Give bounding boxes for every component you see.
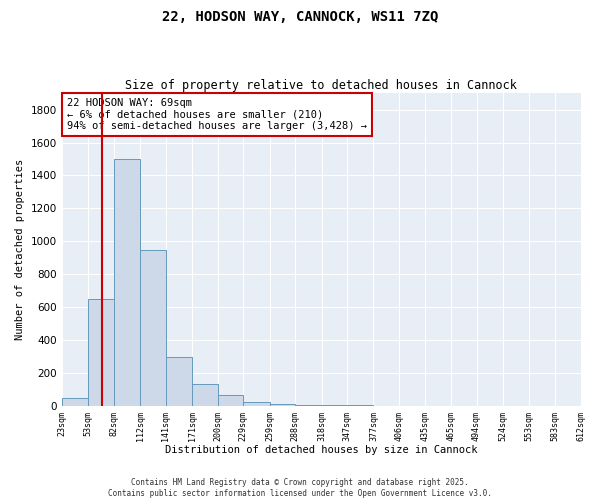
Bar xyxy=(166,358,192,406)
Title: Size of property relative to detached houses in Cannock: Size of property relative to detached ho… xyxy=(125,79,517,92)
Bar xyxy=(218,396,243,406)
Bar xyxy=(88,299,113,406)
Text: Contains HM Land Registry data © Crown copyright and database right 2025.
Contai: Contains HM Land Registry data © Crown c… xyxy=(108,478,492,498)
Bar xyxy=(192,384,218,406)
Bar xyxy=(243,402,269,406)
Y-axis label: Number of detached properties: Number of detached properties xyxy=(15,159,25,340)
Bar xyxy=(295,405,322,406)
Text: 22 HODSON WAY: 69sqm
← 6% of detached houses are smaller (210)
94% of semi-detac: 22 HODSON WAY: 69sqm ← 6% of detached ho… xyxy=(67,98,367,131)
Bar xyxy=(269,404,295,406)
Bar xyxy=(62,398,88,406)
X-axis label: Distribution of detached houses by size in Cannock: Distribution of detached houses by size … xyxy=(165,445,478,455)
Bar xyxy=(140,250,166,406)
Bar xyxy=(113,159,140,406)
Text: 22, HODSON WAY, CANNOCK, WS11 7ZQ: 22, HODSON WAY, CANNOCK, WS11 7ZQ xyxy=(162,10,438,24)
